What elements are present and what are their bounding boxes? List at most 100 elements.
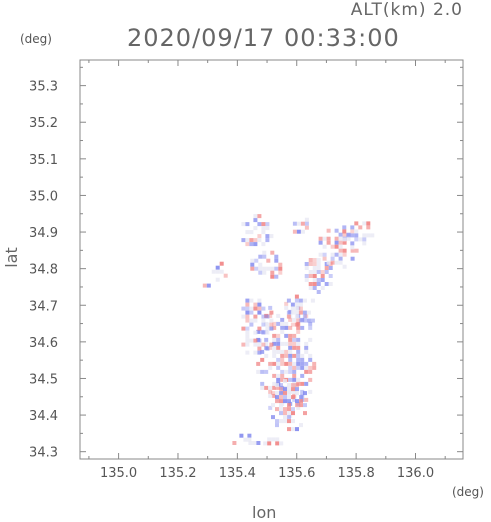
data-cell	[300, 361, 305, 366]
data-cell	[253, 226, 258, 231]
data-cell	[268, 365, 273, 370]
data-cell	[272, 393, 277, 398]
data-cell	[276, 313, 281, 318]
data-cell	[291, 383, 295, 388]
data-cell	[320, 286, 325, 290]
data-cell	[334, 252, 339, 257]
data-cell	[247, 437, 252, 442]
data-cell	[249, 338, 254, 343]
data-cell	[257, 238, 262, 243]
y-ticks: 34.3 34.4 34.5 34.6 34.7 34.8 34.9 35.0 35.1 35.2…	[29, 66, 463, 461]
data-cell	[304, 365, 309, 370]
data-cell	[258, 262, 263, 267]
data-cell	[257, 306, 262, 311]
data-cell	[312, 274, 317, 278]
data-cell	[316, 270, 321, 274]
data-cell	[320, 278, 325, 282]
data-cell	[296, 353, 301, 358]
data-cell	[215, 265, 220, 270]
data-cell	[260, 349, 265, 354]
data-cell	[275, 423, 279, 428]
data-cell	[274, 266, 279, 271]
data-cell	[308, 365, 313, 370]
data-cell	[261, 222, 266, 227]
data-cell	[283, 415, 287, 420]
data-cell	[338, 252, 343, 257]
data-cell	[296, 317, 301, 322]
data-cell	[284, 341, 289, 346]
data-cell	[342, 264, 347, 269]
data-cell	[268, 405, 273, 410]
data-cell	[241, 314, 246, 319]
data-cell	[292, 389, 297, 394]
data-cell	[312, 365, 317, 370]
data-cell	[288, 361, 293, 366]
data-cell	[294, 310, 299, 315]
data-cell	[260, 357, 265, 362]
data-cell	[272, 337, 277, 342]
data-cell	[338, 260, 343, 265]
data-cell	[300, 357, 305, 362]
data-cell	[265, 238, 270, 243]
data-cell	[342, 237, 347, 242]
data-cell	[298, 298, 303, 303]
data-cell	[310, 318, 315, 323]
data-cell	[298, 310, 303, 315]
data-cell	[300, 381, 305, 386]
data-cell	[265, 234, 270, 239]
data-cell	[288, 369, 293, 374]
data-cell	[245, 350, 250, 355]
data-cell	[320, 270, 325, 274]
data-cell	[330, 256, 335, 261]
data-cell	[326, 228, 331, 233]
chart-title: 2020/09/17 00:33:00	[127, 24, 400, 52]
data-cell	[276, 377, 281, 382]
data-cell	[276, 361, 281, 366]
data-cell	[304, 313, 309, 318]
data-cell	[280, 373, 285, 378]
data-cell	[261, 242, 266, 247]
data-cell	[346, 236, 351, 241]
data-cell	[271, 415, 275, 420]
data-cell	[211, 269, 216, 274]
data-cell	[265, 346, 270, 351]
data-cell	[261, 342, 266, 347]
data-cell	[308, 321, 313, 326]
data-cell	[312, 361, 317, 366]
data-cell	[257, 310, 262, 315]
data-cell	[308, 389, 313, 394]
data-cell	[316, 266, 321, 270]
data-cell	[279, 419, 283, 424]
data-cell	[276, 357, 281, 362]
data-cell	[247, 433, 252, 438]
x-tick-label: 135.4	[219, 466, 256, 481]
data-cell	[253, 302, 258, 307]
data-cell	[249, 322, 254, 327]
data-cell	[312, 262, 317, 266]
data-cell	[253, 218, 258, 223]
data-cell	[350, 229, 355, 234]
data-cell	[292, 397, 297, 402]
data-cell	[245, 298, 250, 303]
data-cell	[290, 310, 295, 315]
y-tick-label: 34.8	[29, 263, 58, 278]
data-cell	[330, 244, 335, 249]
data-cell	[292, 361, 297, 366]
data-cell	[266, 258, 271, 263]
data-cell	[254, 266, 259, 271]
data-cell	[265, 314, 270, 319]
data-cell	[338, 244, 343, 249]
data-cell	[324, 282, 329, 286]
data-cell	[306, 318, 311, 323]
data-cell	[288, 337, 293, 342]
data-cell	[223, 273, 228, 278]
data-cell	[304, 278, 309, 282]
data-cell	[288, 325, 293, 330]
data-cell	[330, 252, 335, 257]
data-cell	[295, 391, 299, 396]
data-cell	[308, 353, 313, 358]
data-cell	[280, 321, 285, 326]
data-cell	[296, 341, 301, 346]
data-cell	[287, 383, 291, 388]
data-cell	[270, 270, 275, 275]
